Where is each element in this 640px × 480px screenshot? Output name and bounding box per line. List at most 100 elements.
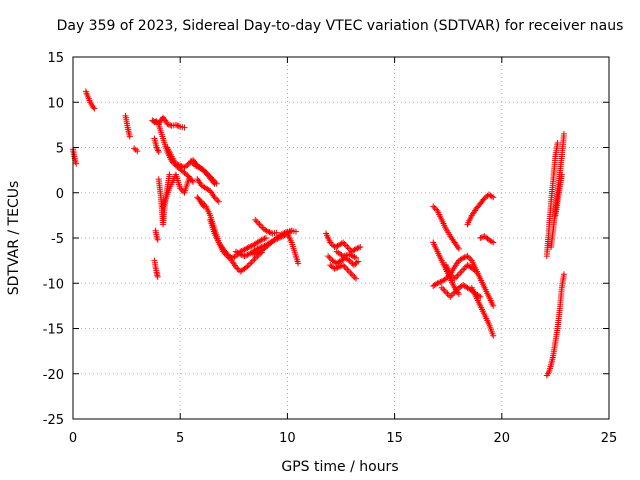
data-point <box>490 239 497 246</box>
data-point <box>237 251 244 258</box>
y-tick-label: -20 <box>43 368 64 383</box>
data-point <box>184 172 191 179</box>
data-point <box>155 149 162 156</box>
data-point <box>90 104 97 111</box>
y-tick-label: 5 <box>56 142 64 157</box>
data-point <box>480 196 487 203</box>
data-point <box>353 259 360 266</box>
y-tick-label: -15 <box>43 323 64 338</box>
series-arc-21 <box>284 230 302 267</box>
data-point <box>250 251 257 258</box>
series-arc-8 <box>152 227 161 243</box>
data-point <box>473 268 480 275</box>
x-tick-label: 0 <box>69 431 77 446</box>
data-point <box>334 264 341 271</box>
data-point <box>193 163 200 170</box>
data-point <box>181 124 188 131</box>
series-arc-34 <box>543 139 561 260</box>
data-point <box>175 161 182 168</box>
data-point <box>435 279 442 286</box>
data-point <box>238 251 245 258</box>
data-point <box>338 240 345 247</box>
x-tick-label: 10 <box>279 431 296 446</box>
data-point <box>558 171 565 178</box>
data-point <box>560 130 567 137</box>
data-point <box>177 162 184 169</box>
data-point <box>242 252 249 259</box>
data-point <box>154 273 161 280</box>
data-point <box>266 229 273 236</box>
data-points <box>70 88 567 379</box>
data-point <box>460 254 467 261</box>
data-point <box>175 123 182 130</box>
data-point <box>174 161 181 168</box>
series-arc-12 <box>160 171 192 210</box>
y-axis-label: SDTVAR / TECUs <box>6 181 22 296</box>
data-point <box>455 291 462 298</box>
data-point <box>215 198 222 205</box>
data-point <box>331 244 338 251</box>
data-point <box>258 236 265 243</box>
series-arc-20 <box>252 216 280 237</box>
y-tick-label: 10 <box>47 96 64 111</box>
series-arc-4 <box>131 145 141 155</box>
data-point <box>245 244 252 251</box>
data-point <box>174 122 181 129</box>
y-tick-label: -5 <box>51 232 64 247</box>
data-point <box>213 180 220 187</box>
data-point <box>455 245 462 252</box>
data-point <box>554 139 561 146</box>
series-arc-37 <box>543 271 567 379</box>
series-arc-3 <box>122 112 133 140</box>
data-point <box>260 236 267 243</box>
data-point <box>192 162 199 169</box>
data-point <box>166 171 173 178</box>
data-point <box>161 115 168 122</box>
data-point <box>488 193 495 200</box>
data-point <box>262 235 269 241</box>
data-point <box>91 105 98 112</box>
x-tick-label: 15 <box>386 431 403 446</box>
data-point <box>281 229 288 236</box>
data-point <box>188 177 195 184</box>
data-point <box>480 233 487 240</box>
data-point <box>292 228 299 235</box>
data-point <box>252 250 259 257</box>
data-point <box>354 245 361 252</box>
data-point <box>490 332 497 339</box>
data-point <box>190 178 197 185</box>
data-point <box>353 254 360 261</box>
data-point <box>353 245 360 252</box>
series-arc-22 <box>322 230 364 255</box>
series-arc-33 <box>477 233 497 246</box>
data-point <box>338 262 345 269</box>
data-point <box>295 260 302 267</box>
data-point <box>463 253 470 260</box>
data-point <box>195 195 202 202</box>
plot-frame <box>72 56 610 420</box>
series-arc-31 <box>468 284 497 339</box>
data-point <box>241 253 248 260</box>
series-arc-23 <box>325 253 362 269</box>
data-point <box>353 275 360 282</box>
data-point <box>332 265 339 272</box>
y-tick-label: -25 <box>43 413 64 428</box>
data-point <box>355 244 362 251</box>
data-point <box>488 238 495 245</box>
data-point <box>251 250 258 257</box>
data-point <box>185 176 192 183</box>
x-tick-label: 25 <box>601 431 618 446</box>
data-point <box>180 163 187 170</box>
data-point <box>172 121 179 128</box>
data-point <box>471 267 478 274</box>
data-point <box>332 243 339 250</box>
series-arc-6 <box>151 257 161 280</box>
data-point <box>490 302 497 309</box>
data-point <box>434 280 441 287</box>
data-point <box>560 271 567 278</box>
data-point <box>172 160 179 167</box>
data-point <box>244 263 251 270</box>
y-tick-label: 15 <box>47 51 64 66</box>
series-arc-13 <box>187 158 220 187</box>
